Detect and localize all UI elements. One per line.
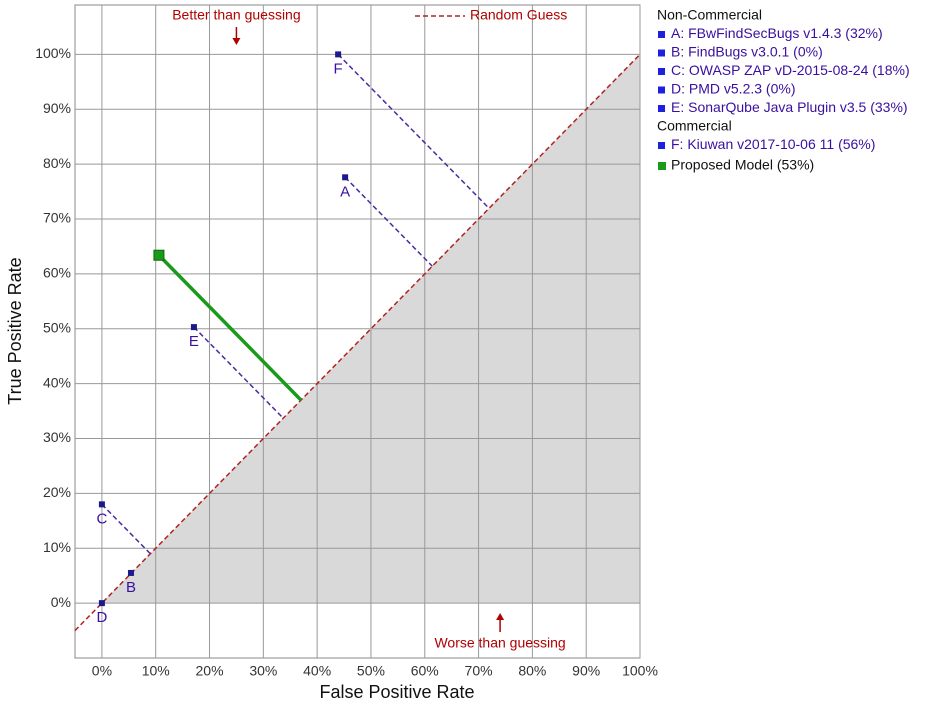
legend-swatch [658, 68, 665, 75]
legend-entry: C: OWASP ZAP vD-2015-08-24 (18%) [671, 62, 910, 78]
y-tick-label: 40% [43, 374, 71, 390]
point [98, 600, 105, 607]
legend-swatch [658, 86, 665, 94]
x-tick-label: 60% [411, 663, 439, 679]
distance-line [344, 176, 433, 267]
y-tick-label: 100% [35, 45, 71, 61]
annotation: Better than guessing [172, 7, 300, 23]
x-tick-label: 10% [142, 663, 170, 679]
x-axis-label: False Positive Rate [319, 682, 474, 702]
legend-swatch [658, 31, 665, 38]
legend-group-title: Commercial [657, 118, 732, 134]
arrow-head [496, 613, 505, 620]
legend-swatch [658, 105, 665, 112]
legend-group-title: Non-Commercial [657, 7, 762, 23]
distance-line [193, 326, 284, 419]
y-tick-label: 50% [43, 319, 71, 335]
arrow-head [232, 38, 241, 45]
point-label: B [126, 579, 136, 596]
x-tick-label: 0% [92, 663, 112, 679]
y-axis-label: True Positive Rate [5, 257, 25, 404]
point-label: A [340, 183, 350, 200]
annotation: Worse than guessing [434, 635, 565, 651]
point-label: F [334, 60, 343, 77]
x-tick-label: 70% [465, 663, 493, 679]
x-tick-label: 20% [196, 663, 224, 679]
legend-swatch [658, 142, 665, 149]
random-guess-line [74, 53, 641, 632]
y-tick-label: 80% [43, 155, 71, 171]
legend-entry: D: PMD v5.2.3 (0%) [671, 81, 795, 97]
point-label: D [96, 609, 107, 626]
point-label: C [96, 510, 107, 527]
legend-swatch [658, 162, 666, 170]
legend-entry: E: SonarQube Java Plugin v3.5 (33%) [671, 99, 908, 115]
legend-entry: B: FindBugs v3.0.1 (0%) [671, 44, 823, 60]
point-label: E [189, 333, 199, 350]
x-tick-label: 80% [518, 663, 546, 679]
point [98, 501, 105, 508]
y-tick-label: 70% [43, 210, 71, 226]
x-tick-label: 100% [622, 663, 658, 679]
distance-line [337, 53, 490, 209]
legend-entry: Random Guess [470, 7, 567, 23]
y-tick-label: 90% [43, 100, 71, 116]
x-tick-label: 40% [303, 663, 331, 679]
point [153, 249, 165, 261]
distance-line [101, 503, 151, 555]
distance-line [157, 253, 303, 402]
legend-swatch [658, 49, 665, 57]
legend-entry: F: Kiuwan v2017-10-06 11 (56%) [671, 136, 875, 152]
y-tick-label: 20% [43, 484, 71, 500]
x-tick-label: 90% [572, 663, 600, 679]
point [335, 51, 342, 58]
y-tick-label: 10% [43, 539, 71, 555]
x-tick-label: 30% [249, 663, 277, 679]
point [127, 569, 134, 576]
legend-entry: A: FBwFindSecBugs v1.4.3 (32%) [671, 25, 883, 41]
legend-entry: Proposed Model (53%) [671, 157, 814, 173]
y-tick-label: 30% [43, 429, 71, 445]
point [190, 324, 197, 331]
y-tick-label: 60% [43, 265, 71, 281]
x-tick-label: 50% [357, 663, 385, 679]
point [342, 174, 349, 181]
y-tick-label: 0% [51, 594, 71, 610]
